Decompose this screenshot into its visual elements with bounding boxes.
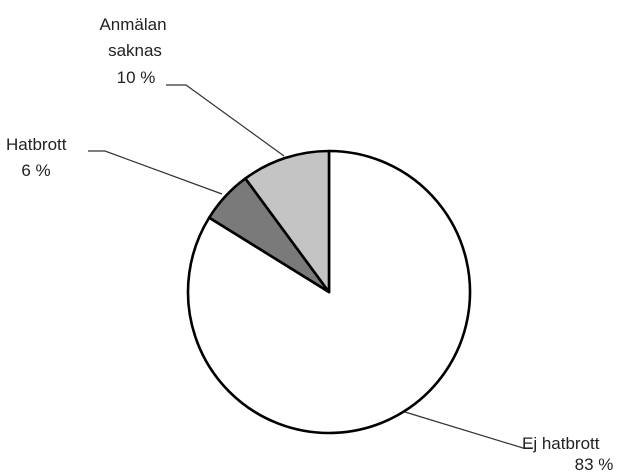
leader-line-ej-hatbrott: [404, 411, 533, 449]
slice-label-anmalan-saknas-line2: saknas: [108, 41, 162, 60]
slice-label-anmalan-saknas-line1: Anmälan: [99, 15, 166, 34]
slice-label-hatbrott-name: Hatbrott: [6, 135, 67, 154]
slice-label-ej-hatbrott-value: 83 %: [575, 455, 614, 473]
slices-layer: [186, 149, 472, 435]
leader-line-anmalan-saknas: [166, 84, 285, 157]
slice-label-ej-hatbrott-name: Ej hatbrott: [522, 434, 600, 453]
pie-slice-ej-hatbrott: [186, 149, 472, 435]
leader-lines-layer: [88, 84, 533, 449]
pie-slice-anmalan-saknas: [244, 149, 331, 294]
leader-line-hatbrott: [88, 150, 223, 195]
labels-layer: Ej hatbrott 83 % Hatbrott 6 % Anmälan sa…: [6, 15, 613, 473]
slice-label-anmalan-saknas-value: 10 %: [117, 68, 156, 87]
slice-label-hatbrott-value: 6 %: [21, 161, 50, 180]
